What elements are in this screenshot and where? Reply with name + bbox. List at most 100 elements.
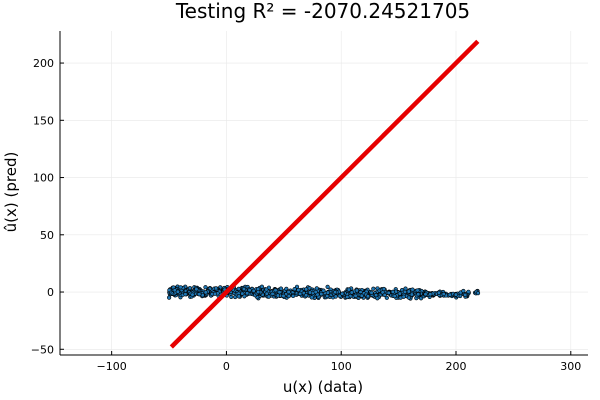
scatter-point	[386, 290, 391, 295]
scatter-point	[466, 289, 471, 294]
scatter-point	[384, 295, 389, 300]
scatter-point	[416, 292, 421, 297]
scatter-point	[251, 288, 256, 293]
reference-line	[169, 39, 480, 349]
scatter-point	[392, 294, 397, 299]
scatter-point	[373, 293, 379, 298]
scatter-point	[197, 292, 202, 297]
scatter-point	[229, 294, 234, 300]
scatter-point	[365, 294, 371, 299]
y-tick-label: 200	[33, 57, 54, 70]
scatter-point	[359, 293, 364, 298]
y-tick-label: 0	[47, 286, 54, 299]
x-tick-label: 300	[560, 360, 581, 373]
scatter-point	[175, 289, 180, 294]
scatter-point	[410, 287, 415, 292]
scatter-point	[304, 293, 309, 298]
scatter-point	[256, 289, 261, 295]
scatter-point	[381, 286, 386, 292]
scatter-point	[264, 291, 269, 296]
scatter-point	[236, 286, 241, 291]
scatter-point	[461, 288, 466, 294]
scatter-point	[167, 295, 172, 300]
x-tick-label: 100	[331, 360, 352, 373]
scatter-point	[278, 286, 284, 291]
scatter-point	[390, 289, 395, 295]
scatter-point	[240, 291, 245, 296]
scatter-point	[307, 290, 313, 295]
y-tick-label: 50	[40, 229, 54, 242]
scatter-point	[314, 286, 319, 291]
chart-title: Testing R² = -2070.24521705	[175, 0, 470, 23]
x-tick-label: 200	[446, 360, 467, 373]
scatter-point	[321, 288, 326, 293]
scatter-point	[345, 294, 350, 300]
scatter-point	[428, 292, 433, 297]
scatter-point	[245, 291, 250, 296]
scatter-point	[406, 289, 411, 294]
axis-ticks: −100 0 100 200 300 −50 0 50 100 150 200	[31, 57, 582, 373]
scatter-point	[475, 291, 481, 296]
scatter-point	[236, 294, 241, 299]
scatter-point	[382, 292, 387, 298]
scatter-point	[270, 291, 275, 296]
scatter-point	[346, 287, 351, 292]
scatter-point	[415, 288, 420, 293]
reference-line-layer	[169, 39, 480, 349]
scatter-point	[286, 289, 291, 295]
scatter-point	[441, 291, 446, 297]
scatter-point	[292, 286, 297, 292]
x-tick-label: −100	[97, 360, 127, 373]
scatter-point	[349, 290, 354, 295]
x-axis-label: u(x) (data)	[283, 378, 363, 396]
scatter-point	[190, 292, 195, 297]
scatter-point	[354, 288, 359, 293]
scatter-point	[259, 284, 265, 289]
scatter-point	[402, 289, 408, 294]
scatter-point	[183, 292, 188, 297]
scatter-point	[266, 294, 271, 299]
scatter-point	[242, 294, 247, 299]
scatter-point	[273, 288, 278, 293]
scatter-point	[291, 293, 296, 299]
scatter-point	[333, 294, 338, 299]
scatter-point	[369, 290, 374, 295]
scatter-point	[406, 295, 412, 300]
y-tick-label: −50	[31, 343, 54, 356]
scatter-point	[371, 286, 376, 291]
scatter-point	[463, 292, 468, 298]
scatter-point	[275, 293, 280, 298]
scatter-point	[325, 290, 330, 295]
y-axis-label: û(x) (pred)	[2, 152, 20, 233]
data-points	[167, 284, 481, 301]
scatter-point	[325, 284, 330, 289]
scatter-point	[213, 286, 219, 291]
scatter-point	[401, 294, 406, 299]
y-tick-label: 150	[33, 114, 54, 127]
scatter-point	[453, 292, 459, 297]
scatter-point	[309, 295, 314, 300]
scatter-point	[241, 286, 247, 292]
scatter-point	[286, 294, 291, 299]
x-tick-label: 0	[223, 360, 230, 373]
scatter-point	[178, 285, 183, 290]
scatter-point	[436, 290, 442, 295]
scatter-point	[353, 293, 358, 298]
scatter-point	[423, 292, 428, 297]
scatter-point	[340, 291, 345, 296]
scatter-point	[187, 286, 193, 291]
scatter-point	[277, 290, 282, 295]
scatter-point	[281, 293, 286, 298]
scatter-point	[203, 290, 208, 295]
scatter-point	[397, 291, 402, 296]
scatter-point	[409, 292, 414, 297]
scatter-point	[332, 290, 338, 295]
y-tick-label: 100	[33, 172, 54, 185]
scatter-point	[264, 287, 269, 292]
scatter-point	[194, 287, 199, 292]
scatter-point	[298, 291, 303, 297]
scatter-point	[247, 288, 252, 293]
scatter-point	[203, 285, 208, 290]
